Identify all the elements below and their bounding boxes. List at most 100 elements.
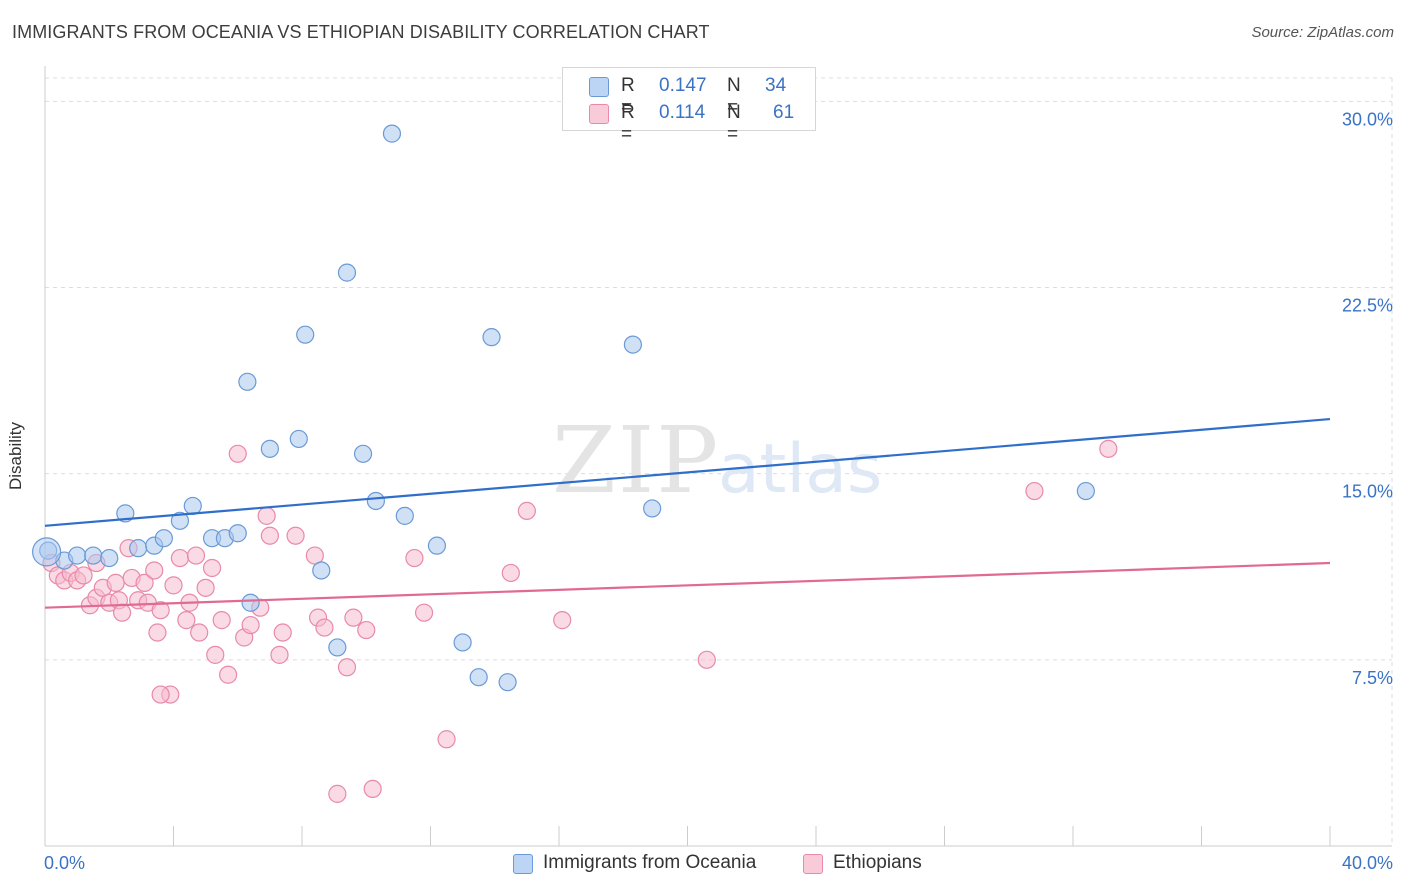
ethiopians-point bbox=[270, 645, 289, 664]
oceania-point bbox=[260, 439, 279, 458]
ethiopians-point bbox=[177, 611, 196, 630]
oceania-point bbox=[427, 536, 447, 555]
oceania-point bbox=[498, 673, 517, 692]
ethiopians-point bbox=[414, 603, 434, 622]
ethiopians-point bbox=[501, 563, 520, 583]
ethiopians-point bbox=[260, 526, 279, 545]
ethiopians-point bbox=[106, 573, 125, 592]
oceania-point bbox=[296, 325, 315, 344]
ethiopians-point bbox=[112, 603, 132, 622]
oceania-point bbox=[395, 506, 414, 525]
oceania-point bbox=[241, 593, 260, 612]
oceania-point bbox=[68, 546, 87, 565]
ethiopians-point bbox=[196, 578, 215, 597]
r-value: 0.147 bbox=[659, 75, 707, 96]
oceania-point bbox=[382, 124, 402, 143]
watermark-atlas: atlas bbox=[718, 430, 882, 509]
ethiopians-point bbox=[344, 608, 363, 627]
watermark-zip: ZIP bbox=[552, 407, 720, 514]
ethiopians-point bbox=[228, 444, 247, 463]
ethiopians-point bbox=[1099, 439, 1118, 458]
n-label: N = bbox=[727, 102, 741, 145]
ethiopians-point bbox=[170, 548, 190, 568]
ethiopians-point bbox=[286, 526, 305, 545]
ethiopians-point bbox=[186, 546, 206, 565]
ethiopians-point bbox=[257, 506, 276, 525]
ethiopians-point bbox=[190, 623, 209, 642]
y-axis-label: Disability bbox=[6, 421, 25, 491]
legend-swatch-pink bbox=[589, 104, 609, 124]
n-label: N = bbox=[727, 75, 741, 118]
oceania-point bbox=[228, 524, 247, 543]
ethiopians-point bbox=[405, 548, 424, 568]
trend-lines bbox=[44, 417, 1331, 609]
ethiopians-point bbox=[437, 730, 456, 749]
oceania-point bbox=[100, 548, 119, 568]
oceania-point bbox=[238, 372, 257, 391]
series-legend: Immigrants from Oceania Ethiopians bbox=[0, 852, 1406, 878]
ethiopians-point bbox=[273, 623, 292, 642]
oceania-point bbox=[482, 328, 501, 347]
chart-title: IMMIGRANTS FROM OCEANIA VS ETHIOPIAN DIS… bbox=[12, 22, 710, 42]
oceania-point bbox=[170, 511, 190, 530]
ethiopians-point bbox=[212, 611, 231, 630]
ethiopians-point bbox=[148, 623, 167, 642]
oceania-point bbox=[623, 335, 642, 354]
correlation-legend: R = 0.147 N = 34 R = 0.114 N = 61 bbox=[562, 67, 816, 145]
oceania-point bbox=[84, 546, 103, 565]
ethiopians-point bbox=[151, 601, 170, 620]
oceania-point bbox=[469, 668, 488, 687]
ethiopians-points bbox=[42, 439, 1118, 803]
source-credit: Source: ZipAtlas.com bbox=[1251, 24, 1394, 41]
ethiopians-point bbox=[202, 558, 222, 578]
x-tick-labels: 0.0% 40.0% bbox=[44, 853, 1393, 873]
x-tick-label: 40.0% bbox=[1342, 853, 1393, 873]
n-value: 61 bbox=[773, 102, 795, 123]
oceania-trend-line bbox=[44, 417, 1331, 527]
y-tick-label: 22.5% bbox=[1342, 296, 1393, 316]
ethiopians-point bbox=[1025, 481, 1044, 501]
oceania-point bbox=[289, 429, 308, 449]
y-tick-label: 15.0% bbox=[1342, 482, 1393, 502]
legend-swatch-blue bbox=[513, 854, 533, 874]
ethiopians-point bbox=[135, 573, 154, 592]
y-tick-labels: 7.5% 15.0% 22.5% 30.0% bbox=[1342, 109, 1393, 687]
ethiopians-point bbox=[74, 566, 93, 585]
ethiopians-point bbox=[697, 650, 716, 669]
ethiopians-point bbox=[315, 618, 334, 637]
ethiopians-point bbox=[206, 645, 225, 664]
oceania-point bbox=[183, 496, 202, 516]
y-tick-label: 30.0% bbox=[1342, 109, 1393, 129]
r-label: R = bbox=[621, 102, 635, 145]
oceania-point bbox=[116, 504, 135, 523]
oceania-points bbox=[32, 124, 1095, 692]
ethiopians-point bbox=[517, 501, 536, 521]
legend-label: Ethiopians bbox=[833, 852, 922, 873]
oceania-point-large bbox=[32, 537, 62, 567]
oceania-point bbox=[129, 539, 148, 558]
y-tick-label: 7.5% bbox=[1352, 668, 1393, 688]
oceania-point bbox=[312, 561, 331, 580]
ethiopians-point bbox=[357, 620, 376, 640]
oceania-point bbox=[643, 499, 662, 518]
oceania-point bbox=[453, 633, 472, 652]
x-tick-label: 0.0% bbox=[44, 853, 85, 873]
ethiopians-point bbox=[151, 685, 170, 704]
legend-swatch-blue bbox=[589, 77, 609, 97]
oceania-point bbox=[328, 638, 347, 657]
legend-swatch-pink bbox=[803, 854, 823, 874]
ethiopians-point bbox=[219, 665, 238, 684]
ethiopians-point bbox=[328, 784, 347, 803]
oceania-point bbox=[366, 491, 385, 511]
ethiopians-point bbox=[164, 576, 183, 595]
ethiopians-point bbox=[241, 615, 260, 635]
oceania-point bbox=[1076, 481, 1095, 501]
r-label: R = bbox=[621, 75, 635, 118]
ethiopians-point bbox=[553, 611, 572, 630]
ethiopians-point bbox=[145, 561, 164, 580]
oceania-point bbox=[154, 529, 173, 548]
oceania-point bbox=[353, 444, 373, 463]
r-value: 0.114 bbox=[659, 102, 706, 123]
